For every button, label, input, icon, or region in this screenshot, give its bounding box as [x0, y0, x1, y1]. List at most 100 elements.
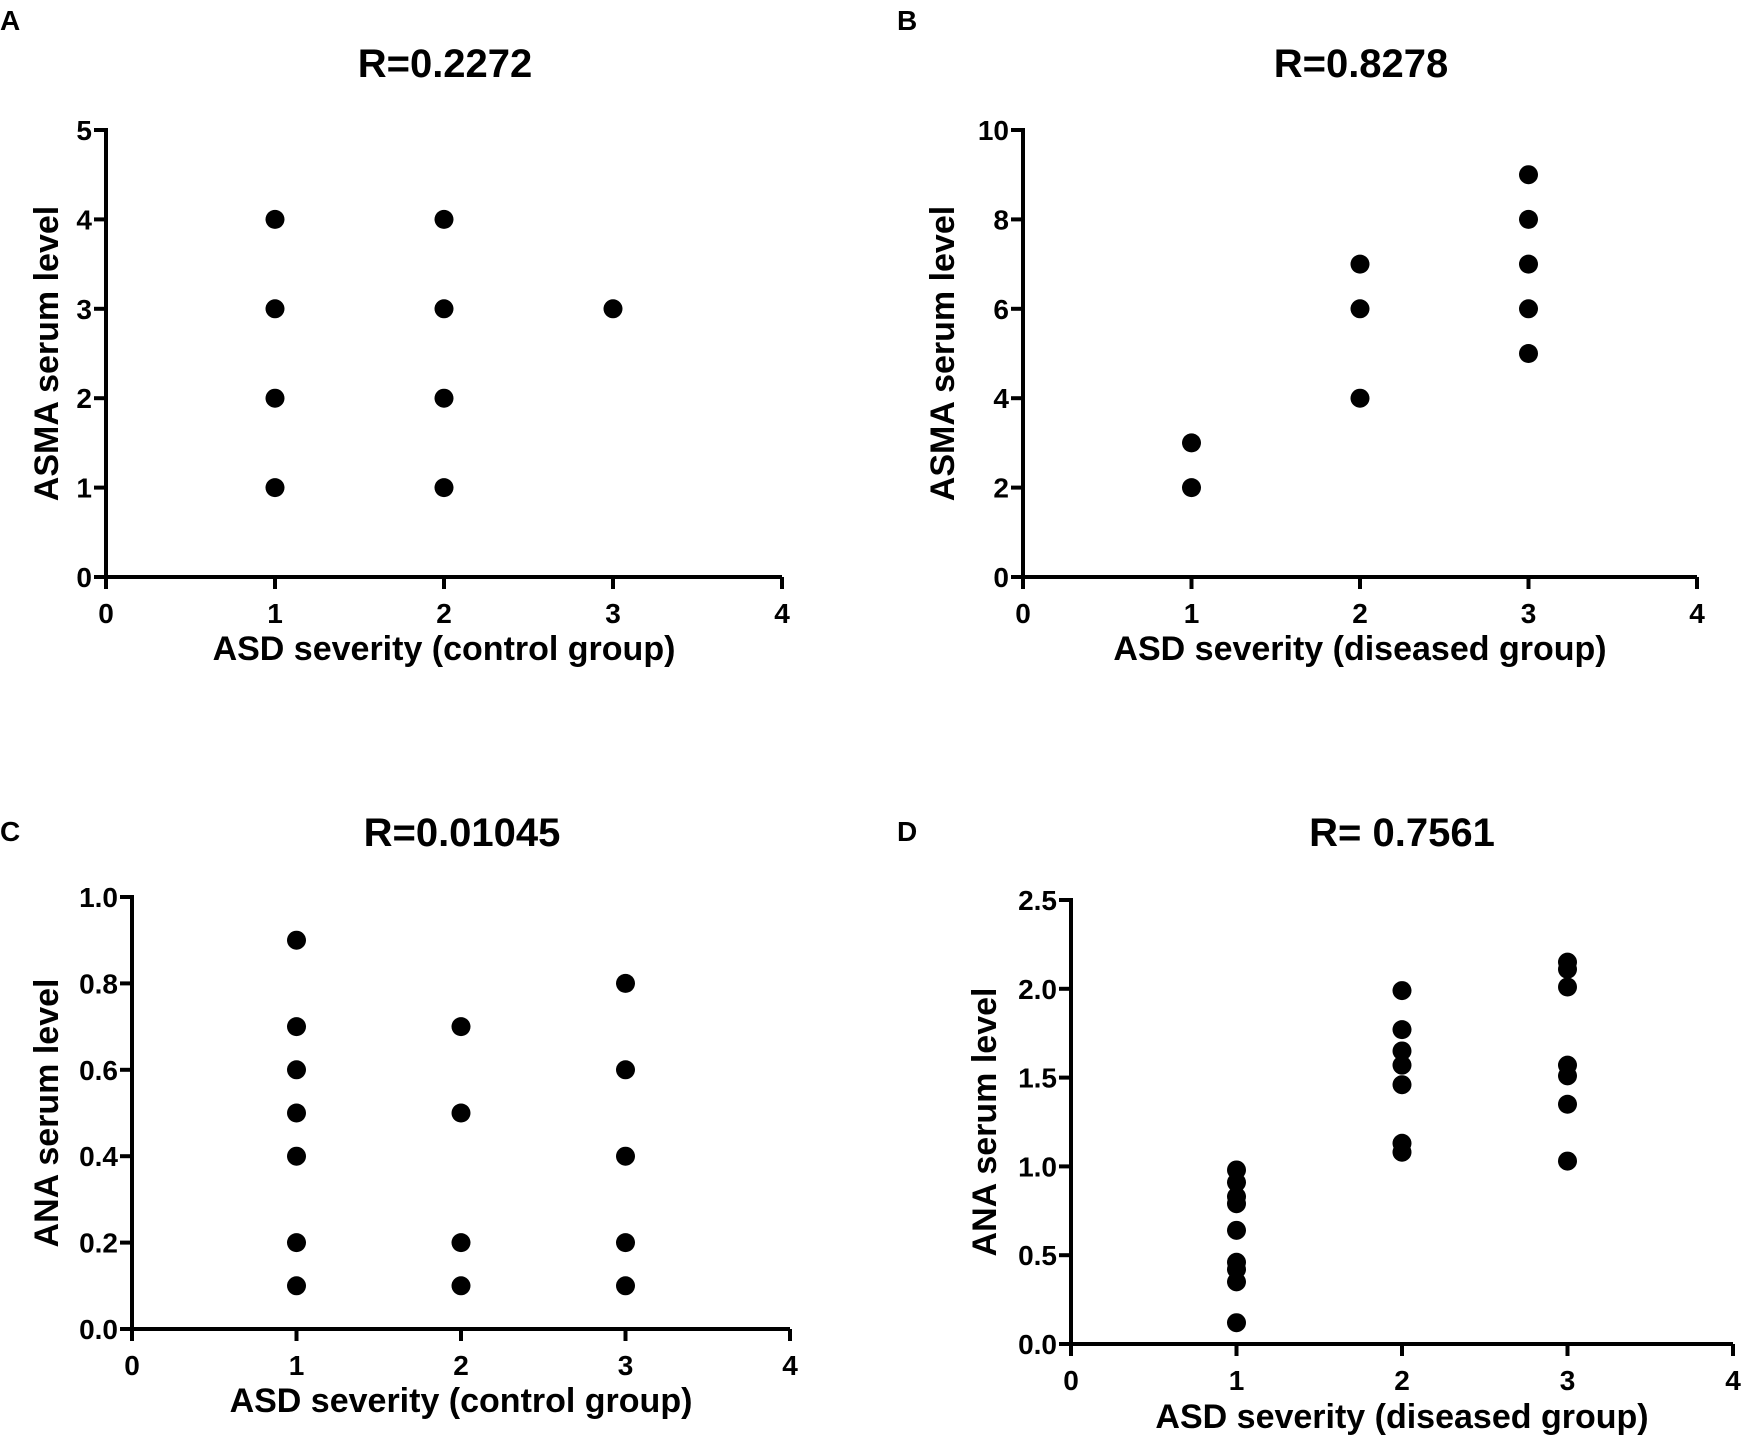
scatter-point — [1350, 388, 1370, 408]
scatter-point — [1392, 1041, 1412, 1061]
x-tick-label: 4 — [1725, 1365, 1741, 1396]
x-tick-label: 0 — [98, 598, 114, 629]
y-tick-label: 0.2 — [79, 1228, 118, 1259]
y-tick-label: 0.5 — [1018, 1240, 1057, 1271]
scatter-point — [1227, 1187, 1246, 1207]
x-tick-label: 4 — [782, 1350, 798, 1381]
scatter-point — [451, 1103, 471, 1123]
y-tick-label: 1.0 — [1018, 1151, 1057, 1182]
x-tick-label: 4 — [774, 598, 790, 629]
x-tick-label: 4 — [1689, 598, 1705, 629]
y-tick-label: 0 — [76, 562, 92, 593]
scatter-point — [616, 1060, 635, 1080]
chart-title: R=0.8278 — [1274, 42, 1449, 86]
scatter-point — [287, 1276, 306, 1296]
scatter-point — [1392, 1133, 1412, 1153]
scatter-point — [1392, 1055, 1412, 1075]
y-tick-label: 4 — [993, 383, 1009, 414]
y-tick-label: 1.5 — [1018, 1063, 1057, 1094]
y-tick-label: 1.0 — [79, 882, 118, 913]
x-tick-label: 1 — [289, 1350, 305, 1381]
scatter-point — [265, 478, 285, 498]
x-tick-label: 1 — [267, 598, 283, 629]
scatter-point — [287, 1017, 306, 1037]
y-tick-label: 1 — [76, 473, 92, 504]
scatter-point — [1558, 977, 1577, 997]
y-axis-label: ASMA serum level — [924, 206, 962, 501]
x-tick-label: 3 — [605, 598, 621, 629]
scatter-point — [265, 388, 285, 408]
panel-letter: C — [0, 816, 20, 847]
x-tick-label: 1 — [1184, 598, 1200, 629]
x-axis-label: ASD severity (control group) — [213, 630, 676, 668]
x-axis-label: ASD severity (control group) — [230, 1382, 693, 1420]
scatter-point — [451, 1276, 471, 1296]
y-axis-label: ANA serum level — [28, 979, 66, 1248]
panel-letter: A — [0, 5, 20, 36]
x-tick-label: 2 — [1394, 1365, 1410, 1396]
scatter-point — [287, 1233, 306, 1253]
scatter-point — [451, 1233, 471, 1253]
panel-letter: B — [897, 5, 917, 36]
y-tick-label: 0 — [993, 562, 1009, 593]
scatter-point — [1227, 1160, 1246, 1180]
panel-c: C R=0.01045 ASD severity (control group)… — [0, 811, 798, 1420]
scatter-point — [287, 1103, 306, 1123]
y-tick-label: 3 — [76, 294, 92, 325]
scatter-point — [603, 299, 623, 319]
x-tick-label: 3 — [1521, 598, 1537, 629]
panel-b: B R=0.8278 ASD severity (diseased group)… — [897, 5, 1705, 668]
scatter-point — [434, 299, 454, 319]
scatter-point — [434, 478, 454, 498]
scatter-point — [1182, 433, 1201, 453]
x-tick-label: 0 — [1063, 1365, 1079, 1396]
panel-a: A R=0.2272 ASD severity (control group) … — [0, 5, 790, 668]
panel-letter: D — [897, 816, 917, 847]
scatter-point — [451, 1017, 471, 1037]
x-tick-label: 2 — [436, 598, 452, 629]
y-tick-label: 2.5 — [1018, 885, 1057, 916]
scatter-point — [1558, 1094, 1577, 1114]
scatter-point — [287, 930, 306, 950]
scatter-point — [1519, 165, 1538, 185]
x-tick-label: 1 — [1229, 1365, 1245, 1396]
scatter-point — [1558, 1055, 1577, 1075]
scatter-point — [434, 209, 454, 229]
scatter-point — [287, 1060, 306, 1080]
y-tick-label: 0.4 — [79, 1141, 118, 1172]
scatter-point — [616, 1233, 635, 1253]
scatter-point — [265, 299, 285, 319]
scatter-point — [1182, 478, 1201, 498]
scatter-point — [434, 388, 454, 408]
y-tick-label: 2.0 — [1018, 974, 1057, 1005]
y-tick-label: 6 — [993, 294, 1009, 325]
scatter-point — [1227, 1220, 1246, 1240]
y-tick-label: 2 — [993, 473, 1009, 504]
y-tick-label: 2 — [76, 383, 92, 414]
y-tick-label: 0.6 — [79, 1055, 118, 1086]
scatter-point — [1227, 1252, 1246, 1272]
scatter-point — [1519, 344, 1538, 363]
x-tick-label: 2 — [453, 1350, 469, 1381]
x-axis-label: ASD severity (diseased group) — [1113, 630, 1606, 668]
scatter-point — [1392, 981, 1412, 1001]
x-tick-label: 0 — [124, 1350, 140, 1381]
scatter-point — [287, 1146, 306, 1166]
scatter-point — [1558, 952, 1577, 972]
scatter-point — [616, 1146, 635, 1166]
scatter-point — [1350, 299, 1370, 319]
y-tick-label: 0.0 — [79, 1314, 118, 1345]
scatter-point — [1227, 1313, 1246, 1333]
x-tick-label: 3 — [618, 1350, 634, 1381]
y-tick-label: 8 — [993, 204, 1009, 235]
scatter-point — [1350, 254, 1370, 274]
chart-title: R=0.01045 — [364, 811, 561, 855]
x-axis-label: ASD severity (diseased group) — [1155, 1398, 1648, 1436]
chart-title: R=0.2272 — [358, 42, 533, 86]
scatter-point — [1519, 254, 1538, 274]
scatter-point — [1519, 209, 1538, 229]
y-tick-label: 0.8 — [79, 968, 118, 999]
chart-title: R= 0.7561 — [1309, 811, 1495, 855]
scatter-point — [1392, 1020, 1412, 1040]
